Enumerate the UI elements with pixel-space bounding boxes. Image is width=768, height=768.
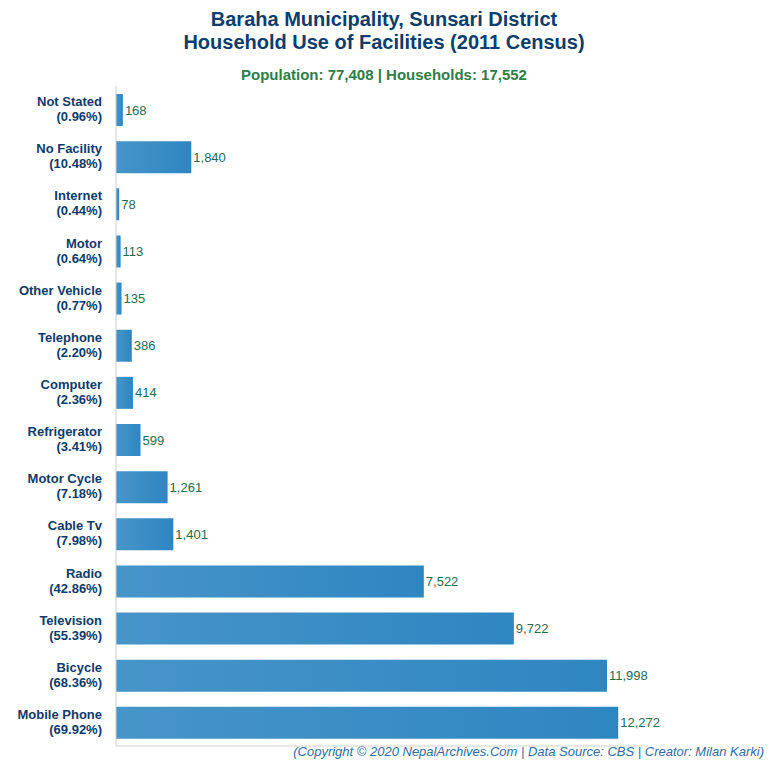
- html-text:Baraha Municipality, Sunsari D: Baraha Municipality, Sunsari District: [210, 8, 558, 30]
- svg-text:Bicycle(68.36%): Bicycle(68.36%): [49, 660, 102, 690]
- svg-text:Television(55.39%): Television(55.39%): [39, 613, 102, 643]
- html-text:(Copyright © 2020 NepalArchive: (Copyright © 2020 NepalArchives.Com | Da…: [293, 744, 764, 759]
- svg-text:Motor Cycle(7.18%): Motor Cycle(7.18%): [28, 471, 102, 501]
- svg-text:Computer(2.36%): Computer(2.36%): [41, 377, 102, 407]
- svg-text:386: 386: [134, 338, 156, 353]
- svg-text:9,722: 9,722: [516, 621, 549, 636]
- svg-text:Internet(0.44%): Internet(0.44%): [54, 188, 102, 218]
- svg-text:Motor(0.64%): Motor(0.64%): [56, 236, 102, 266]
- svg-text:135: 135: [124, 291, 146, 306]
- svg-text:11,998: 11,998: [609, 668, 648, 683]
- svg-text:Cable Tv(7.98%): Cable Tv(7.98%): [48, 518, 103, 548]
- svg-text:Other Vehicle(0.77%): Other Vehicle(0.77%): [19, 283, 102, 313]
- svg-text:Refrigerator(3.41%): Refrigerator(3.41%): [28, 424, 102, 454]
- svg-text:1,401: 1,401: [175, 527, 208, 542]
- svg-text:7,522: 7,522: [426, 574, 459, 589]
- svg-text:599: 599: [143, 433, 165, 448]
- svg-text:1,840: 1,840: [193, 150, 226, 165]
- svg-text:12,272: 12,272: [620, 715, 660, 730]
- svg-text:Mobile Phone(69.92%): Mobile Phone(69.92%): [18, 707, 103, 737]
- html-text:Household Use of Facilities (2: Household Use of Facilities (2011 Census…: [183, 31, 585, 53]
- svg-text:168: 168: [125, 103, 147, 118]
- svg-text:No Facility(10.48%): No Facility(10.48%): [36, 141, 103, 171]
- svg-text:78: 78: [121, 197, 135, 212]
- svg-text:Not Stated(0.96%): Not Stated(0.96%): [37, 94, 102, 124]
- svg-text:113: 113: [123, 244, 144, 259]
- svg-text:414: 414: [135, 385, 157, 400]
- svg-text:1,261: 1,261: [170, 480, 203, 495]
- svg-text:Radio(42.86%): Radio(42.86%): [49, 566, 102, 596]
- html-text:Population: 77,408 | Household: Population: 77,408 | Households: 17,552: [241, 66, 527, 83]
- svg-text:Telephone(2.20%): Telephone(2.20%): [38, 330, 102, 360]
